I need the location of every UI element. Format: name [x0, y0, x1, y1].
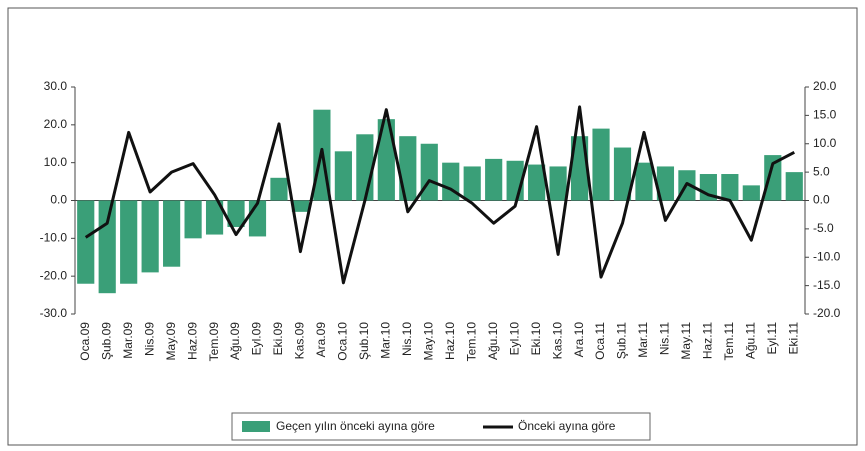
y-tick-label: -20.0	[40, 268, 68, 282]
x-tick-label: Haz.11	[701, 322, 715, 359]
bar	[227, 200, 245, 227]
x-tick-label: Şub.10	[357, 322, 371, 360]
line	[84, 105, 795, 285]
x-tick-label: Eyl.09	[250, 322, 264, 356]
x-tick-label: Kas.09	[293, 322, 307, 360]
x-tick-label: Tem.11	[722, 322, 736, 361]
y-tick-label: 10.0	[44, 155, 68, 169]
legend-box	[231, 412, 651, 441]
x-tick-label: Eyl.10	[507, 322, 521, 356]
bar	[463, 166, 481, 201]
x-tick-label: Tem.09	[207, 322, 221, 362]
x-tick-label: Haz.10	[443, 322, 457, 360]
legend-label: Geçen yılın önceki ayına göre	[276, 419, 435, 433]
x-tick-label: Oca.10	[336, 322, 350, 361]
bar	[291, 200, 310, 212]
bar	[77, 200, 95, 284]
legend: Geçen yılın önceki ayına göre Önceki ayın…	[231, 412, 651, 441]
x-tick-label: Mar.09	[121, 322, 135, 359]
x-tick-label: Mar.10	[378, 322, 392, 359]
bar	[98, 200, 116, 294]
x-tick-label: May.09	[164, 322, 178, 361]
x-tick-label: Ağu.10	[486, 322, 500, 360]
y2-tick-label: 20.0	[813, 79, 837, 93]
bar	[163, 200, 181, 267]
x-tick-label: Ağu.11	[743, 322, 757, 359]
x-tick-label: Kas.10	[550, 322, 564, 360]
x-tick-label: Ağu.09	[228, 322, 242, 360]
y2-tick-label: -20.0	[813, 306, 841, 320]
bar	[485, 158, 503, 201]
legend-swatch	[242, 421, 270, 432]
y2-tick-label: -10.0	[813, 249, 841, 263]
y2-tick-label: 0.0	[813, 193, 830, 207]
x-tick-label: Eki.10	[529, 322, 543, 356]
legend-label: Önceki ayına göre	[518, 419, 616, 433]
bar	[742, 185, 760, 201]
y-tick-label: 20.0	[44, 117, 68, 131]
bar	[764, 155, 782, 201]
x-tick-label: Haz.09	[185, 322, 199, 360]
x-tick-label: Mar.11	[636, 322, 650, 358]
bar	[613, 147, 632, 201]
bar	[120, 200, 138, 284]
y2-tick-label: -15.0	[813, 278, 841, 292]
bar	[635, 162, 653, 201]
x-tick-label: Şub.09	[99, 322, 113, 360]
y2-tick-label: 15.0	[813, 108, 837, 122]
x-tick-label: Ara.09	[314, 322, 328, 358]
x-tick-label: Şub.11	[615, 322, 629, 359]
y-tick-label: 30.0	[44, 79, 68, 93]
bar	[721, 174, 739, 201]
bar	[205, 200, 224, 235]
bar	[141, 200, 159, 273]
y2-tick-label: -5.0	[813, 221, 834, 235]
x-tick-label: Oca.09	[78, 322, 92, 361]
bar	[549, 166, 567, 201]
x-tick-label: Eki.11	[786, 322, 800, 355]
x-tick-label: May.10	[421, 322, 435, 361]
bar	[528, 164, 546, 201]
y2-tick-label: 5.0	[813, 164, 830, 178]
bar	[184, 200, 202, 239]
x-tick-label: Nis.09	[142, 322, 156, 356]
x-tick-label: Eyl.11	[765, 322, 779, 355]
bar	[656, 166, 675, 201]
bar	[399, 136, 417, 201]
x-tick-label: Ara.10	[572, 322, 586, 358]
bar	[785, 172, 803, 201]
x-tick-label: Nis.10	[400, 322, 414, 356]
x-tick-label: Eki.09	[271, 322, 285, 356]
y-tick-label: -30.0	[40, 306, 68, 320]
bar	[270, 177, 288, 201]
bar	[592, 128, 610, 201]
y2-tick-label: 10.0	[813, 136, 837, 150]
y-tick-label: -10.0	[40, 231, 68, 245]
y-tick-label: 0.0	[50, 193, 67, 207]
x-tick-label: May.11	[679, 322, 693, 360]
x-tick-label: Tem.10	[464, 322, 478, 362]
bar	[356, 134, 374, 201]
x-tick-label: Oca.11	[593, 322, 607, 360]
bar	[377, 119, 395, 201]
x-tick-label: Nis.11	[658, 322, 672, 355]
bar	[334, 151, 352, 201]
